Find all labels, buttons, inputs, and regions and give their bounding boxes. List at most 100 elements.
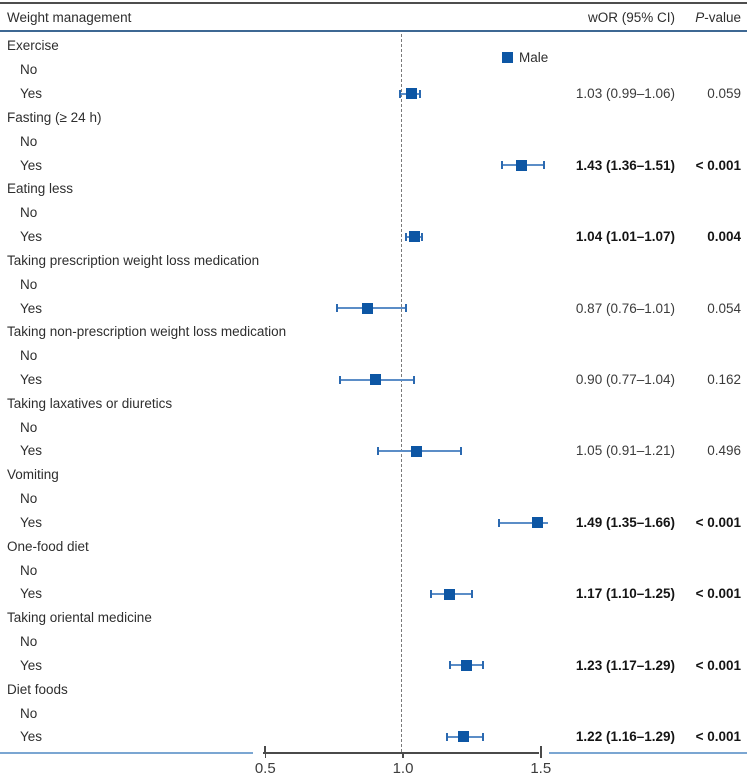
wor-ci-value: 1.04 (1.01–1.07)	[575, 229, 675, 245]
wor-ci-value: 1.49 (1.35–1.66)	[575, 514, 675, 530]
row-label: Yes	[20, 300, 43, 316]
level-row: No	[0, 201, 747, 225]
wor-ci-value: 1.03 (0.99–1.06)	[575, 86, 675, 102]
row-label: No	[20, 705, 38, 721]
level-row: Yes 1.49 (1.35–1.66) < 0.001	[0, 511, 747, 535]
wor-ci-value: 1.23 (1.17–1.29)	[575, 657, 675, 673]
p-value: 0.162	[707, 372, 741, 387]
row-label: Eating less	[7, 181, 74, 197]
row-label: Fasting (≥ 24 h)	[7, 109, 102, 125]
row-label: Yes	[20, 86, 43, 102]
row-label: Yes	[20, 157, 43, 173]
header-wor-ci: wOR (95% CI)	[587, 9, 675, 25]
row-label: Yes	[20, 657, 43, 673]
row-label: Diet foods	[7, 681, 68, 697]
level-row: Yes 1.22 (1.16–1.29) < 0.001	[0, 725, 747, 749]
row-label: Yes	[20, 229, 43, 245]
level-row: Yes 1.03 (0.99–1.06) 0.059	[0, 82, 747, 106]
row-label: No	[20, 62, 38, 78]
row-label: One-food diet	[7, 538, 89, 554]
row-label: No	[20, 133, 38, 149]
row-label: Yes	[20, 443, 43, 459]
category-row: Exercise	[0, 34, 747, 58]
row-label: Taking oriental medicine	[7, 610, 152, 626]
level-row: No	[0, 558, 747, 582]
level-row: No	[0, 487, 747, 511]
category-row: One-food diet	[0, 534, 747, 558]
wor-ci-value: 1.05 (0.91–1.21)	[575, 443, 675, 459]
p-value: < 0.001	[695, 157, 741, 173]
legend-male-swatch-icon	[502, 52, 513, 63]
wor-ci-value: 1.43 (1.36–1.51)	[575, 157, 675, 173]
row-label: Taking laxatives or diuretics	[7, 395, 173, 411]
row-label: No	[20, 348, 38, 364]
category-row: Taking non-prescription weight loss medi…	[0, 320, 747, 344]
p-value: < 0.001	[695, 729, 741, 745]
row-label: No	[20, 634, 38, 650]
category-row: Eating less	[0, 177, 747, 201]
category-row: Diet foods	[0, 677, 747, 701]
x-axis-tick	[540, 753, 542, 758]
category-row: Vomiting	[0, 463, 747, 487]
p-value: < 0.001	[695, 586, 741, 602]
row-label: Vomiting	[7, 467, 59, 483]
p-value: < 0.001	[695, 514, 741, 530]
legend-male-label: Male	[519, 50, 549, 65]
wor-ci-value: 0.87 (0.76–1.01)	[575, 300, 675, 316]
reference-line-1.0	[401, 34, 402, 752]
level-row: Yes 1.23 (1.17–1.29) < 0.001	[0, 654, 747, 678]
row-label: Yes	[20, 372, 43, 387]
x-axis-tick-label: 0.5	[254, 760, 276, 777]
x-axis-line	[263, 752, 539, 754]
level-row: No	[0, 415, 747, 439]
level-row: No	[0, 344, 747, 368]
p-value: 0.496	[707, 443, 741, 459]
row-label: No	[20, 491, 38, 507]
category-row: Taking oriental medicine	[0, 606, 747, 630]
wor-ci-value: 1.22 (1.16–1.29)	[575, 729, 675, 745]
row-label: No	[20, 419, 38, 435]
p-value: 0.004	[707, 229, 741, 245]
row-label: Yes	[20, 514, 43, 530]
wor-ci-value: 1.17 (1.10–1.25)	[575, 586, 675, 602]
top-border-line	[0, 2, 747, 4]
level-row: Yes 1.04 (1.01–1.07) 0.004	[0, 225, 747, 249]
level-row: Yes 1.05 (0.91–1.21) 0.496	[0, 439, 747, 463]
wor-ci-value: 0.90 (0.77–1.04)	[575, 372, 675, 387]
p-value: < 0.001	[695, 657, 741, 673]
level-row: Yes 1.17 (1.10–1.25) < 0.001	[0, 582, 747, 606]
bottom-border-right	[549, 752, 747, 754]
header-underline	[0, 30, 747, 32]
row-label: Taking non-prescription weight loss medi…	[7, 324, 287, 340]
table-header: Weight management wOR (95% CI) P-value	[0, 4, 747, 30]
legend: Male	[502, 50, 548, 65]
level-row: No	[0, 701, 747, 725]
row-label: Yes	[20, 586, 43, 602]
row-label: Taking prescription weight loss medicati…	[7, 252, 260, 268]
level-row: Yes 0.90 (0.77–1.04) 0.162	[0, 368, 747, 392]
level-row: No	[0, 630, 747, 654]
bottom-border-left	[0, 752, 253, 754]
header-title: Weight management	[7, 9, 132, 25]
p-value: 0.054	[707, 300, 741, 316]
p-value: 0.059	[707, 86, 741, 102]
x-axis-tick-label: 1.5	[530, 760, 552, 777]
row-label: No	[20, 205, 38, 221]
row-label: Exercise	[7, 38, 59, 54]
level-row: No	[0, 272, 747, 296]
row-label: No	[20, 562, 38, 578]
row-label: No	[20, 276, 38, 292]
header-pvalue-italic-p: P	[695, 9, 705, 25]
x-axis-tick-label: 1.0	[392, 760, 414, 777]
level-row: No	[0, 58, 747, 82]
category-row: Fasting (≥ 24 h)	[0, 105, 747, 129]
header-pvalue: P-value	[675, 10, 741, 25]
header-pvalue-rest: -value	[704, 9, 741, 25]
level-row: Yes 0.87 (0.76–1.01) 0.054	[0, 296, 747, 320]
row-label: Yes	[20, 729, 43, 745]
level-row: Yes 1.43 (1.36–1.51) < 0.001	[0, 153, 747, 177]
table-body: Exercise No Yes 1.03 (0.99–1.06) 0.059 Fastin…	[0, 34, 747, 749]
category-row: Taking laxatives or diuretics	[0, 391, 747, 415]
level-row: No	[0, 129, 747, 153]
